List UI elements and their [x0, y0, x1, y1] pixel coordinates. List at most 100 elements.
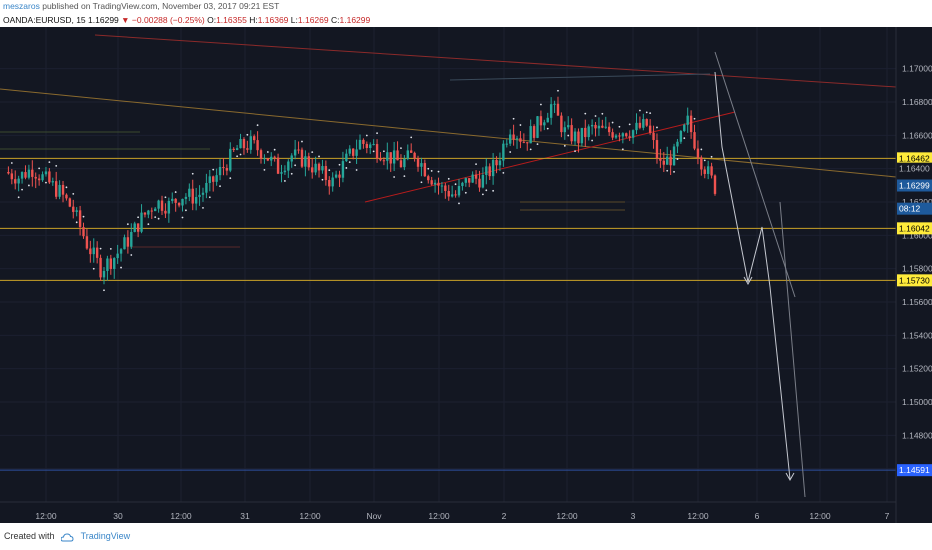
- candle-body: [256, 140, 259, 151]
- candle-body: [153, 208, 157, 212]
- sar-dot: [345, 167, 348, 169]
- candle-body: [249, 136, 252, 150]
- trend-line: [364, 111, 736, 203]
- candle-body: [471, 174, 474, 183]
- candle-body: [293, 149, 297, 156]
- candle-body: [37, 178, 41, 181]
- sar-dot: [266, 151, 269, 153]
- sar-dot: [126, 223, 129, 226]
- sar-dot: [567, 134, 570, 137]
- price-tag-box: [897, 202, 932, 215]
- candle-body: [689, 115, 693, 133]
- sar-dot: [130, 254, 133, 256]
- candle-body: [587, 126, 590, 138]
- candle-body: [317, 163, 321, 171]
- candle-body: [693, 132, 696, 149]
- sar-dot: [656, 126, 658, 129]
- sar-dot: [618, 125, 621, 128]
- candle-body: [430, 180, 433, 185]
- sar-dot: [157, 217, 160, 220]
- candle-body: [109, 258, 113, 269]
- candle-body: [188, 188, 191, 197]
- sar-dot: [584, 112, 587, 115]
- price-tag-label: 1.16400: [899, 164, 930, 174]
- candle-body: [17, 178, 20, 184]
- sar-dot: [164, 196, 167, 199]
- candle-body: [706, 166, 710, 174]
- sar-dot: [382, 150, 385, 153]
- open-value: 1.16355: [216, 15, 247, 25]
- candle-body: [416, 158, 420, 167]
- price-tag-label: 1.16299: [899, 181, 930, 191]
- time-tick-label: 12:00: [687, 511, 709, 521]
- sar-dot: [563, 144, 566, 147]
- candle-body: [324, 166, 328, 181]
- candle-body: [577, 131, 580, 144]
- candle-body: [116, 253, 119, 259]
- sar-dot: [400, 147, 402, 150]
- candle-body: [191, 188, 194, 204]
- price-tag-label: 1.14591: [899, 465, 930, 475]
- sar-dot: [485, 189, 488, 192]
- sar-dot: [536, 143, 539, 146]
- candle-body: [638, 122, 642, 128]
- candle-body: [24, 172, 27, 178]
- candle-body: [61, 184, 65, 195]
- tradingview-cloud-icon: [61, 533, 74, 542]
- price-tick-label: 1.14800: [902, 430, 932, 440]
- sar-dot: [492, 189, 495, 192]
- sar-dot: [700, 148, 703, 151]
- candle-body: [478, 178, 481, 188]
- candle-body: [205, 182, 208, 193]
- time-axis[interactable]: 12:00 30 12:00 31 12:00 Nov 12:00 2 12:00 3 12:00 6…: [35, 511, 889, 521]
- sar-dot: [290, 172, 293, 175]
- candle-body: [676, 141, 679, 147]
- time-tick-label: 12:00: [428, 511, 450, 521]
- tradingview-brand-link[interactable]: TradingView: [80, 531, 131, 541]
- candle-body: [594, 124, 597, 129]
- forecast-arrow-head: [785, 472, 795, 482]
- candle-body: [468, 178, 471, 183]
- forecast-guide-line: [779, 201, 806, 498]
- sar-dot: [318, 155, 320, 158]
- candle-body: [365, 143, 369, 149]
- time-tick-label: 2: [502, 511, 507, 521]
- candle-body: [399, 160, 403, 168]
- author-link[interactable]: meszaros: [3, 1, 40, 11]
- candle-body: [235, 148, 239, 151]
- price-tick-label: 1.15600: [902, 297, 932, 307]
- sar-dot: [693, 117, 696, 120]
- candle-body: [406, 150, 409, 159]
- price-tag-label: 1.16042: [899, 223, 930, 233]
- candle-body: [331, 177, 334, 187]
- candle-body: [683, 124, 686, 131]
- sar-dot: [372, 150, 375, 153]
- price-chart[interactable]: 1.17000 1.16800 1.16600 1.16400 1.16200 1.160…: [0, 27, 932, 523]
- candle-body: [556, 103, 560, 116]
- high-label: H:: [249, 15, 258, 25]
- time-tick-label: 3: [631, 511, 636, 521]
- sar-dot: [427, 167, 430, 170]
- sar-dot: [120, 266, 122, 269]
- candle-body: [41, 174, 44, 181]
- sar-dot: [109, 247, 112, 250]
- price-axis[interactable]: 1.17000 1.16800 1.16600 1.16400 1.16200 1.160…: [902, 64, 932, 474]
- candle-body: [239, 138, 242, 149]
- candle-body: [563, 127, 567, 133]
- candle-body: [130, 231, 133, 247]
- candle-body: [198, 194, 201, 198]
- candle-body: [307, 156, 310, 168]
- sar-dot: [191, 172, 194, 175]
- candle-body: [215, 175, 218, 182]
- sar-dot: [481, 193, 484, 196]
- sar-dot: [38, 167, 41, 170]
- candle-body: [85, 236, 89, 249]
- sar-dot: [229, 177, 232, 180]
- sar-dot: [710, 155, 713, 158]
- price-tag-box: [897, 162, 932, 175]
- sar-dot: [540, 103, 542, 106]
- candle-body: [290, 155, 293, 162]
- candle-body: [573, 131, 577, 142]
- candle-body: [208, 176, 212, 183]
